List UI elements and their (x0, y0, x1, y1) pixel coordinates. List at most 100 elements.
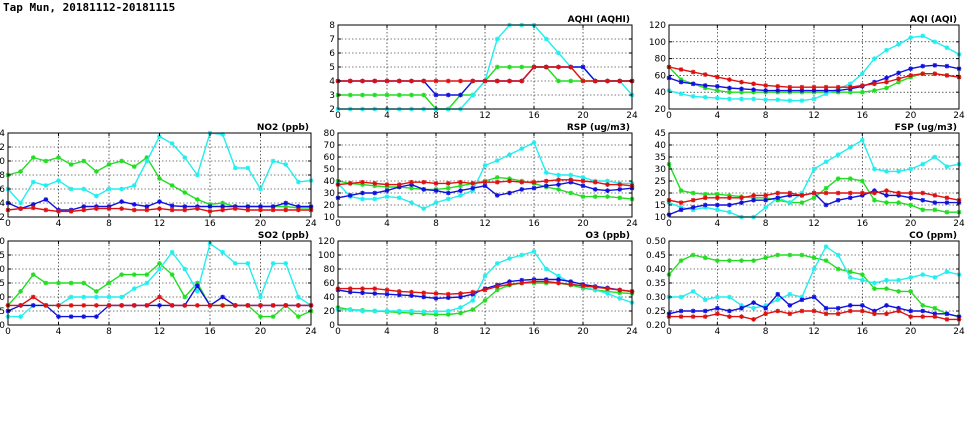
so2-series-cyan-point (296, 294, 301, 300)
aqhi-series-red-point (556, 64, 561, 70)
fsp-series-blue-point (835, 197, 841, 203)
rsp-series-cyan-point (482, 163, 488, 168)
so2-series-cyan-point (220, 249, 225, 255)
o3-series-blue-point (396, 292, 402, 298)
aqi-series-red-point (847, 84, 853, 90)
no2-series-cyan-point (106, 186, 112, 192)
co-series-cyan-point (775, 297, 781, 303)
fsp-series-green-point (811, 195, 817, 201)
co-y-tick-label: 0.30 (646, 293, 666, 303)
fsp-y-tick-label: 45 (655, 129, 666, 139)
aqi-series-green-point (884, 85, 889, 91)
co-series-green-point (920, 303, 926, 308)
so2-series-blue-point (81, 314, 87, 319)
rsp-series-red-point (458, 179, 463, 185)
aqi-series-red-point (884, 79, 889, 85)
so2-x-tick-label: 8 (106, 327, 112, 337)
no2-series-red-point (258, 207, 263, 213)
fsp-y-tick-label: 35 (655, 153, 666, 163)
fsp-series-red-point (932, 193, 938, 198)
fsp-x-tick-label: 24 (953, 219, 965, 229)
o3-series-red-point (470, 289, 476, 295)
fsp-series-red-point (908, 190, 913, 196)
so2-series-cyan-point (283, 261, 289, 266)
aqi-series-cyan-point (872, 56, 877, 61)
aqhi-series-cyan-point (494, 36, 500, 42)
co-y-tick-label: 0.20 (646, 321, 666, 331)
rsp-series-red-point (433, 181, 439, 186)
no2-y-tick-label: 4 (0, 199, 5, 209)
aqhi-series-red-point (543, 64, 549, 70)
fsp-panel-title: FSP (ug/m3) (895, 123, 957, 133)
fsp-series-red-point (896, 190, 901, 196)
so2-x-tick-label: 24 (305, 327, 317, 337)
rsp-series-blue-point (494, 193, 500, 198)
aqhi-series-red-point (347, 78, 353, 84)
o3-series-cyan-point (494, 261, 500, 266)
aqhi-series-green-point (372, 92, 378, 98)
fsp-series-red-point (690, 197, 696, 203)
so2-series-cyan-point (157, 266, 162, 272)
co-x-tick-label: 4 (714, 327, 720, 337)
rsp-series-red-point (409, 179, 414, 185)
so2-series-blue-point (157, 303, 162, 308)
fsp-series-red-point (739, 195, 744, 201)
o3-series-green-point (470, 307, 476, 312)
o3-series-red-point (360, 286, 365, 291)
no2-series-cyan-point (119, 186, 124, 192)
so2-series-red-point (207, 303, 213, 308)
co-series-green-point (763, 255, 768, 261)
o3-series-cyan-point (372, 308, 378, 314)
rsp-series-red-point (347, 181, 353, 186)
fsp-series-green-point (884, 200, 889, 205)
no2-panel-title: NO2 (ppb) (257, 123, 309, 133)
so2-series-cyan-point (18, 314, 23, 319)
fsp-series-green-point (690, 190, 696, 196)
no2-x-tick-label: 0 (5, 219, 11, 229)
o3-series-red-point (556, 280, 561, 286)
co-series-green-point (715, 258, 720, 263)
fsp-x-tick-label: 12 (808, 219, 819, 229)
no2-series-cyan-point (144, 158, 150, 164)
o3-series-red-point (396, 289, 402, 294)
no2-series-green-point (169, 183, 175, 188)
page-title: Tap Mun, 20181112-20181115 (3, 1, 176, 14)
no2-series-cyan-point (30, 179, 36, 185)
co-series-blue-point (678, 308, 684, 314)
aqhi-series-red-point (458, 78, 463, 84)
rsp-series-cyan-point (543, 170, 549, 175)
aqi-series-blue-point (727, 85, 732, 91)
co-series-red-point (811, 308, 817, 314)
fsp-series-red-point (944, 195, 950, 201)
so2-series-blue-point (68, 314, 74, 319)
rsp-series-red-point (580, 178, 586, 184)
o3-series-blue-point (372, 291, 378, 296)
co-series-green-point (932, 305, 938, 311)
so2-series-cyan-point (144, 280, 150, 286)
rsp-series-cyan-point (507, 152, 512, 157)
aqi-series-green-point (739, 89, 744, 95)
no2-series-cyan-point (296, 179, 301, 185)
co-series-cyan-point (860, 277, 865, 283)
so2-series-red-point (119, 303, 124, 308)
co-series-red-point (932, 314, 938, 319)
co-series-green-point (799, 252, 805, 258)
fsp-series-blue-point (702, 202, 708, 208)
fsp-series-green-point (860, 178, 865, 184)
aqhi-series-red-point (592, 78, 598, 84)
co-y-tick-label: 0.35 (646, 279, 666, 289)
rsp-series-blue-point (556, 182, 561, 187)
fsp-series-red-point (884, 188, 889, 193)
rsp-series-blue-point (543, 183, 549, 189)
so2-y-tick-label: 2.0 (0, 321, 5, 331)
co-series-red-point (787, 311, 793, 317)
no2-x-tick-label: 24 (305, 219, 317, 229)
so2-series-cyan-point (258, 294, 263, 300)
co-series-green-point (884, 286, 889, 291)
rsp-series-green-point (445, 185, 451, 191)
so2-series-green-point (119, 272, 124, 277)
no2-series-red-point (195, 206, 200, 211)
fsp-x-tick-label: 16 (857, 219, 869, 229)
fsp-series-blue-point (751, 197, 756, 203)
no2-series-cyan-point (195, 172, 200, 178)
